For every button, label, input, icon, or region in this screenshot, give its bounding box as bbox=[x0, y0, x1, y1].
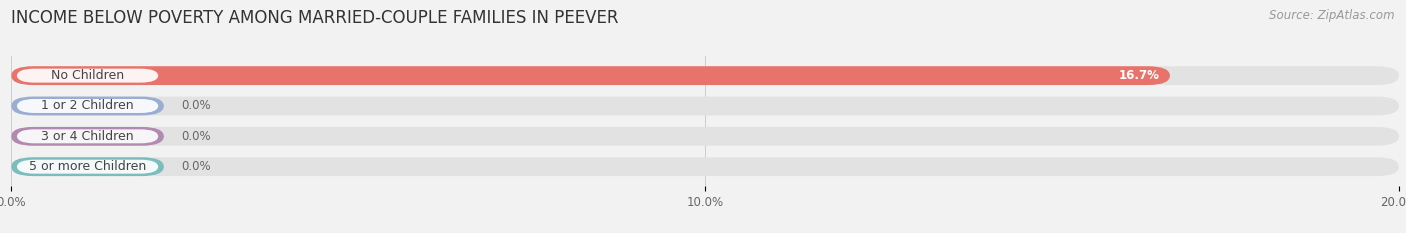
Text: Source: ZipAtlas.com: Source: ZipAtlas.com bbox=[1270, 9, 1395, 22]
Text: 16.7%: 16.7% bbox=[1119, 69, 1160, 82]
FancyBboxPatch shape bbox=[11, 66, 1170, 85]
Text: 0.0%: 0.0% bbox=[181, 130, 211, 143]
Text: 0.0%: 0.0% bbox=[181, 160, 211, 173]
FancyBboxPatch shape bbox=[11, 127, 165, 146]
Text: 0.0%: 0.0% bbox=[181, 99, 211, 113]
FancyBboxPatch shape bbox=[11, 157, 1399, 176]
FancyBboxPatch shape bbox=[11, 66, 1399, 85]
FancyBboxPatch shape bbox=[17, 99, 159, 113]
Text: 3 or 4 Children: 3 or 4 Children bbox=[41, 130, 134, 143]
FancyBboxPatch shape bbox=[11, 127, 1399, 146]
FancyBboxPatch shape bbox=[17, 160, 159, 174]
Text: 1 or 2 Children: 1 or 2 Children bbox=[41, 99, 134, 113]
Text: No Children: No Children bbox=[51, 69, 124, 82]
FancyBboxPatch shape bbox=[17, 129, 159, 143]
FancyBboxPatch shape bbox=[11, 97, 165, 115]
Text: 5 or more Children: 5 or more Children bbox=[30, 160, 146, 173]
FancyBboxPatch shape bbox=[11, 97, 1399, 115]
FancyBboxPatch shape bbox=[11, 157, 165, 176]
Text: INCOME BELOW POVERTY AMONG MARRIED-COUPLE FAMILIES IN PEEVER: INCOME BELOW POVERTY AMONG MARRIED-COUPL… bbox=[11, 9, 619, 27]
FancyBboxPatch shape bbox=[17, 69, 159, 83]
